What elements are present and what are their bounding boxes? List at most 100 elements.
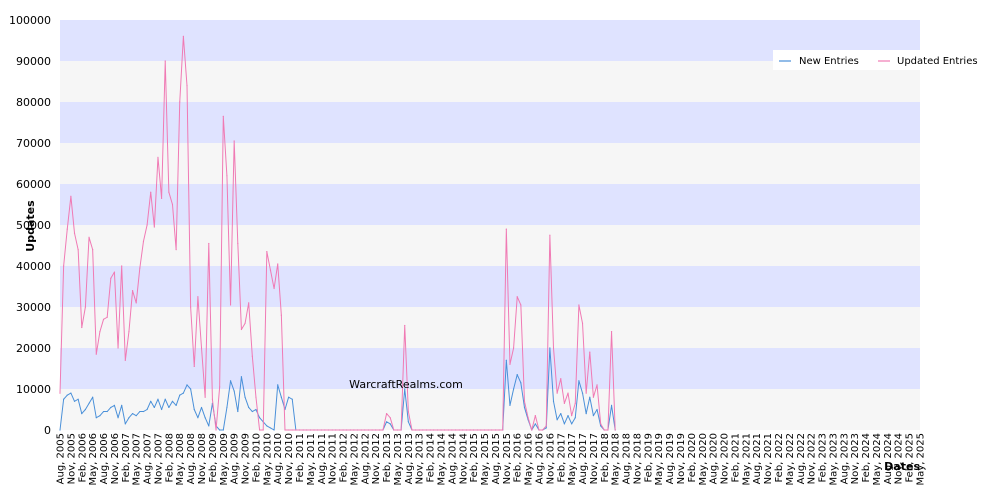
data-point: [349, 429, 351, 431]
data-point: [219, 386, 221, 388]
x-tick-label: Aug, 2011: [317, 433, 328, 484]
data-point: [371, 429, 373, 431]
x-tick-label: Aug, 2022: [796, 433, 807, 484]
x-tick-label: Feb, 2006: [77, 433, 88, 483]
x-tick-label: Feb, 2025: [905, 433, 916, 483]
data-point: [317, 429, 319, 431]
data-point: [229, 304, 232, 306]
x-tick-label: May, 2015: [480, 433, 491, 485]
data-point: [447, 429, 449, 431]
data-point: [124, 423, 126, 425]
x-tick-label: Aug, 2019: [665, 433, 676, 484]
x-tick-label: May, 2023: [828, 433, 839, 485]
data-point: [190, 306, 192, 308]
data-point: [436, 429, 438, 431]
data-point: [222, 429, 224, 431]
data-point: [106, 316, 108, 318]
y-tick-label: 50000: [16, 219, 51, 232]
x-tick-label: Feb, 2012: [339, 433, 350, 483]
data-point: [251, 355, 253, 357]
data-point: [476, 429, 478, 431]
y-tick-label: 90000: [16, 55, 51, 68]
data-point: [95, 353, 97, 355]
data-point: [378, 429, 380, 431]
x-tick-label: May, 2006: [88, 433, 99, 485]
data-point: [523, 406, 526, 409]
y-tick-label: 20000: [16, 342, 51, 355]
y-axis-label: Updates: [24, 200, 37, 252]
data-point: [592, 396, 595, 398]
data-point: [567, 392, 569, 394]
data-point: [179, 101, 181, 103]
x-tick-label: Nov, 2005: [66, 433, 77, 484]
data-point: [589, 351, 591, 353]
x-tick-label: Feb, 2024: [861, 433, 872, 483]
x-tick-label: Nov, 2012: [371, 433, 382, 484]
x-tick-label: Nov, 2008: [197, 433, 208, 484]
x-tick-label: Aug, 2024: [883, 433, 894, 484]
data-point: [131, 413, 134, 415]
data-point: [505, 359, 507, 361]
data-point: [494, 429, 497, 431]
data-point: [556, 392, 558, 394]
legend: New Entries Updated Entries: [773, 50, 1000, 70]
data-point: [407, 421, 409, 423]
data-point: [175, 404, 177, 406]
data-point: [229, 380, 232, 382]
x-tick-label: Feb, 2007: [121, 433, 132, 483]
x-axis: Aug, 2005 Nov, 2005 Feb, 2006 May, 2006 Aug,…: [56, 433, 927, 485]
x-tick-label: Feb, 2020: [687, 433, 698, 483]
data-point: [153, 406, 155, 409]
data-point: [396, 429, 399, 431]
x-tick-label: Nov, 2009: [241, 433, 252, 484]
data-point: [480, 429, 482, 431]
x-tick-label: Aug, 2013: [404, 433, 415, 484]
data-point: [99, 331, 101, 333]
x-tick-label: May, 2007: [132, 433, 143, 485]
data-point: [121, 265, 123, 267]
data-point: [288, 429, 290, 431]
x-tick-label: Feb, 2013: [382, 433, 393, 483]
data-point: [520, 304, 522, 306]
x-tick-label: Nov, 2021: [763, 433, 774, 484]
data-point: [581, 392, 584, 394]
data-point: [131, 290, 134, 292]
x-tick-label: May, 2012: [349, 433, 360, 485]
data-point: [99, 415, 101, 417]
data-point: [389, 417, 391, 419]
data-point: [596, 408, 598, 411]
data-point: [534, 415, 536, 417]
data-point: [284, 429, 286, 431]
data-point: [465, 429, 468, 431]
data-point: [295, 429, 297, 431]
data-point: [512, 347, 515, 349]
data-point: [375, 429, 377, 431]
data-point: [146, 224, 148, 226]
data-point: [280, 396, 282, 398]
data-point: [63, 398, 65, 400]
x-tick-label: Feb, 2017: [556, 433, 567, 483]
data-point: [571, 415, 573, 417]
series-points-updated-entries: [59, 35, 616, 431]
x-tick-label: May, 2020: [698, 433, 709, 485]
x-tick-label: Aug, 2005: [56, 433, 67, 484]
data-point: [226, 175, 228, 177]
data-point: [313, 429, 315, 431]
x-tick-label: May, 2018: [611, 433, 622, 485]
x-tick-label: Aug, 2010: [273, 433, 284, 484]
data-point: [146, 408, 148, 411]
data-point: [338, 429, 341, 431]
data-point: [208, 425, 210, 427]
data-point: [454, 429, 457, 431]
data-point: [469, 429, 471, 431]
x-tick-label: Nov, 2023: [850, 433, 861, 484]
data-point: [291, 398, 293, 400]
data-point: [269, 269, 272, 271]
x-tick-label: Aug, 2017: [578, 433, 589, 484]
data-point: [237, 242, 239, 245]
data-point: [567, 415, 569, 417]
data-point: [92, 396, 94, 398]
data-point: [563, 423, 565, 425]
x-axis-label: Dates: [884, 460, 920, 473]
x-tick-label: May, 2014: [437, 433, 448, 485]
